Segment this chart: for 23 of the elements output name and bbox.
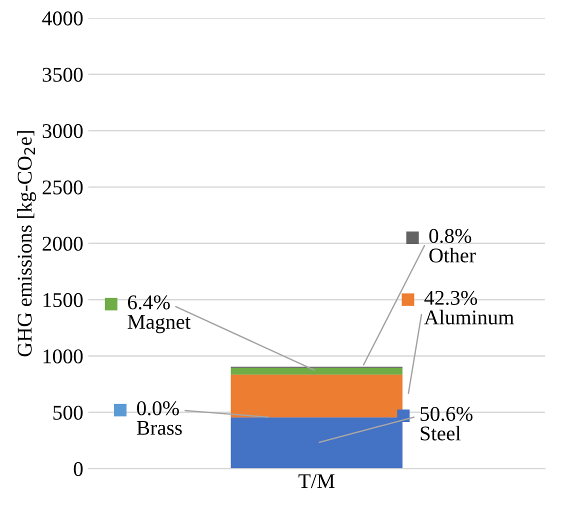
annotation: 50.6%: [420, 406, 472, 422]
legend-label: Other: [429, 248, 476, 263]
y-tick-label: 1000: [44, 349, 83, 364]
legend-label: Brass: [136, 421, 182, 435]
x-tick-label: T/M: [298, 474, 335, 488]
y-tick-label: 4000: [42, 11, 83, 26]
y-tick-label: 2000: [42, 236, 83, 251]
annotation: 6.4%: [128, 295, 170, 310]
y-tick-label: 3500: [42, 68, 83, 82]
y-axis-title: GHG emissions [kg-CO$_{2}$e]: [17, 131, 36, 356]
y-tick-label: 0: [74, 462, 83, 476]
annotation: 0.8%: [429, 228, 472, 244]
bar: [230, 374, 402, 418]
legend-label: Aluminum: [424, 310, 514, 324]
legend-label: Magnet: [128, 315, 191, 334]
y-tick-label: 500: [53, 406, 83, 420]
y-tick-label: 3000: [42, 124, 83, 138]
legend-label: Steel: [420, 426, 461, 440]
annotation: 42.3%: [424, 290, 478, 305]
y-tick-label: 2500: [42, 180, 83, 194]
bar: [230, 368, 402, 375]
annotation: 0.0%: [137, 401, 179, 416]
y-tick-label: 1500: [44, 293, 83, 308]
